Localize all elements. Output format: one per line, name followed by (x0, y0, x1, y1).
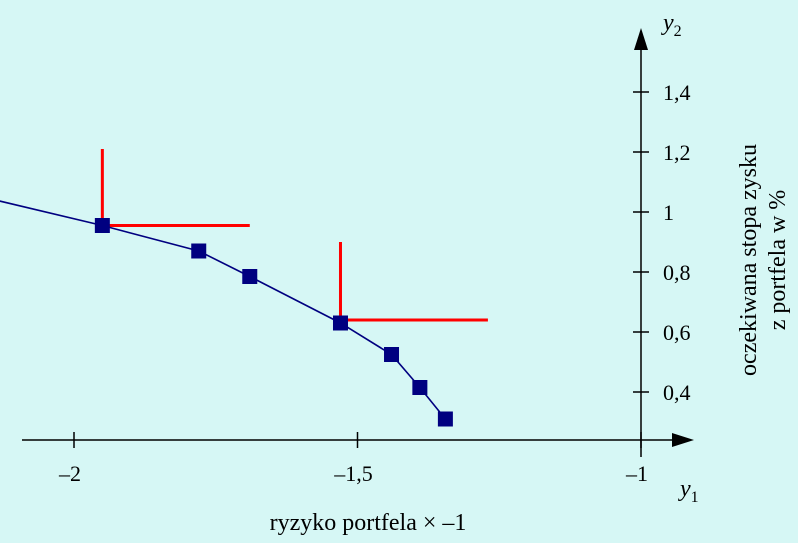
axes (22, 28, 694, 457)
data-point (94, 218, 110, 233)
y-axis-title-line-2: z portfela w % (765, 190, 791, 331)
y-tick-label: 1,2 (663, 140, 691, 165)
data-point (384, 347, 400, 362)
data-point (191, 243, 207, 259)
y-tick-label: 0,4 (663, 380, 691, 405)
axis-labels: ryzyko portfela × –1 oczekiwana stopa zy… (270, 10, 791, 536)
x-tick-label: –1 (625, 461, 648, 486)
x-tick-label: –2 (58, 461, 81, 486)
red-corner-marker (100, 149, 250, 227)
data-point (437, 411, 453, 427)
x-axis-arrow (672, 433, 694, 447)
series (0, 200, 453, 427)
series-line (0, 200, 447, 420)
red-corner-marker (338, 242, 488, 322)
y-tick-label: 1 (663, 200, 674, 225)
data-point (242, 269, 258, 284)
data-point (412, 380, 428, 395)
x-axis-title: ryzyko portfela × –1 (270, 510, 467, 536)
ticks: –3–2,5–2–1,5–10,40,60,811,21,4 (58, 80, 691, 486)
y-axis-title-line-1: oczekiwana stopa zysku (736, 144, 762, 376)
y-tick-label: 1,4 (663, 80, 691, 105)
y-axis-symbol: y2 (661, 10, 682, 40)
y-axis-arrow (634, 28, 648, 50)
x-axis-symbol: y1 (678, 476, 699, 506)
annotations (100, 149, 488, 322)
y-tick-label: 0,6 (663, 320, 691, 345)
data-point (332, 315, 348, 331)
x-tick-label: –1,5 (333, 461, 373, 486)
y-tick-label: 0,8 (663, 260, 691, 285)
